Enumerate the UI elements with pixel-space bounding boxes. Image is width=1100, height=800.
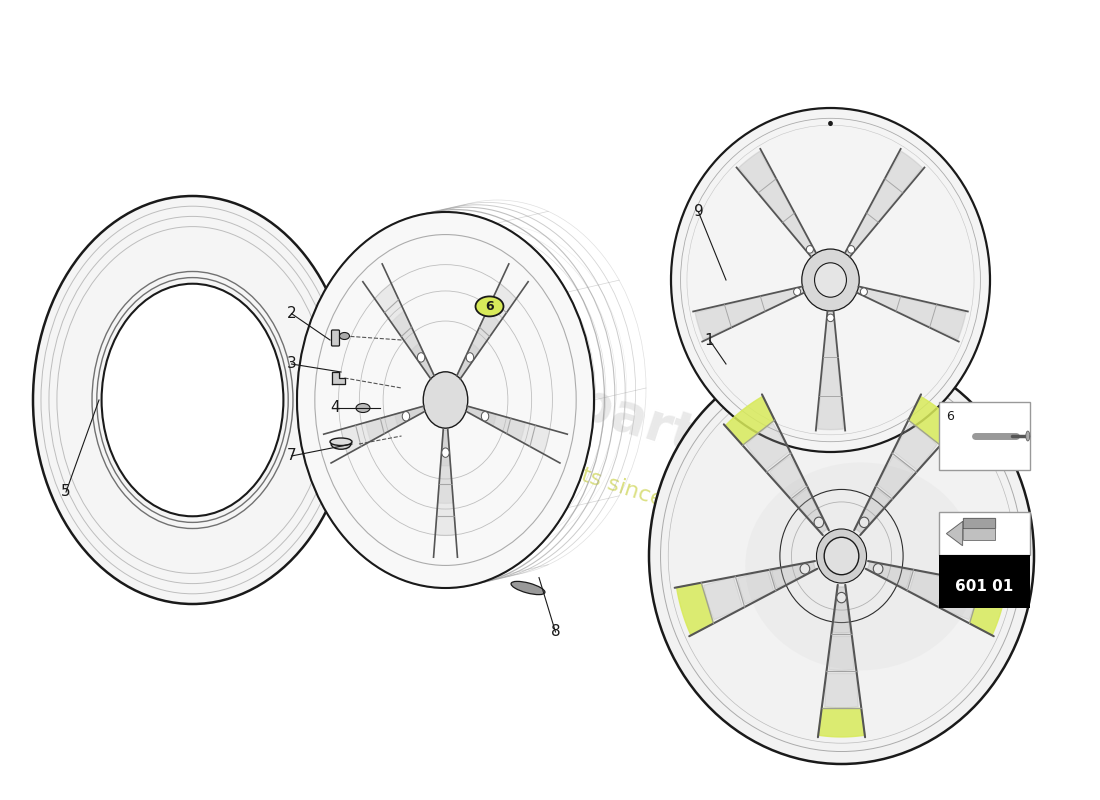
Polygon shape [375,283,433,378]
FancyBboxPatch shape [939,555,1030,608]
Polygon shape [676,582,714,635]
Text: 6: 6 [485,300,494,313]
Ellipse shape [671,108,990,452]
Ellipse shape [297,212,594,588]
Text: 6: 6 [946,410,954,423]
FancyBboxPatch shape [331,330,340,346]
Polygon shape [829,636,854,670]
Ellipse shape [442,448,449,458]
Polygon shape [793,489,828,534]
Polygon shape [746,423,790,470]
Polygon shape [846,151,922,256]
Polygon shape [392,311,433,378]
FancyBboxPatch shape [962,528,994,540]
Text: 1: 1 [705,333,714,347]
Polygon shape [969,582,1006,635]
Ellipse shape [340,333,350,339]
Polygon shape [468,406,525,442]
Polygon shape [893,423,937,470]
Ellipse shape [860,288,868,295]
Ellipse shape [828,121,833,126]
Polygon shape [858,286,966,339]
Polygon shape [468,406,550,454]
Polygon shape [909,570,945,604]
Ellipse shape [859,517,869,527]
Polygon shape [366,406,424,442]
Polygon shape [868,562,912,588]
Ellipse shape [824,538,859,574]
Text: a passion for parts since 85: a passion for parts since 85 [400,407,700,521]
Polygon shape [833,587,850,633]
Polygon shape [458,283,516,378]
Ellipse shape [800,564,810,574]
Polygon shape [946,522,962,546]
Ellipse shape [746,462,977,670]
Polygon shape [738,570,774,604]
Ellipse shape [417,353,425,362]
Polygon shape [909,396,958,446]
Polygon shape [695,286,803,339]
Ellipse shape [475,296,504,316]
Text: 4: 4 [331,401,340,415]
Ellipse shape [814,262,847,297]
Polygon shape [704,577,742,620]
Ellipse shape [101,284,284,516]
Polygon shape [436,430,455,535]
Polygon shape [855,489,890,534]
Ellipse shape [848,246,855,253]
Polygon shape [739,151,815,256]
Text: 7: 7 [287,449,296,463]
Text: autodoc parts: autodoc parts [323,295,733,473]
Ellipse shape [793,288,801,295]
Polygon shape [817,313,844,430]
Polygon shape [877,456,913,498]
Text: 5: 5 [62,485,70,499]
Polygon shape [331,372,344,384]
Ellipse shape [814,517,824,527]
Polygon shape [962,518,994,528]
Polygon shape [771,562,815,588]
Polygon shape [458,343,480,378]
Ellipse shape [466,353,474,362]
Ellipse shape [356,403,370,413]
Text: 9: 9 [694,205,703,219]
Polygon shape [468,406,496,426]
Polygon shape [438,430,453,503]
Polygon shape [411,343,433,378]
Polygon shape [818,709,865,737]
Polygon shape [825,674,858,708]
Ellipse shape [33,196,352,604]
Polygon shape [440,430,451,466]
Ellipse shape [512,582,544,594]
Ellipse shape [424,372,468,428]
Ellipse shape [806,246,813,253]
Ellipse shape [827,314,834,322]
Polygon shape [725,396,774,446]
FancyBboxPatch shape [939,402,1030,470]
Text: 2: 2 [287,306,296,321]
Ellipse shape [331,438,351,450]
Ellipse shape [330,438,352,446]
Text: 601 01: 601 01 [956,579,1013,594]
Ellipse shape [802,249,859,311]
Ellipse shape [873,564,883,574]
Ellipse shape [649,348,1034,764]
Ellipse shape [403,411,409,421]
Polygon shape [940,577,979,620]
FancyBboxPatch shape [939,512,1030,555]
Text: 3: 3 [287,357,296,371]
Ellipse shape [837,592,846,603]
Polygon shape [395,406,424,426]
Polygon shape [341,406,424,454]
Polygon shape [458,311,499,378]
Text: 8: 8 [551,625,560,639]
Polygon shape [770,456,806,498]
Ellipse shape [1026,431,1030,441]
Ellipse shape [816,529,867,583]
Ellipse shape [482,411,488,421]
